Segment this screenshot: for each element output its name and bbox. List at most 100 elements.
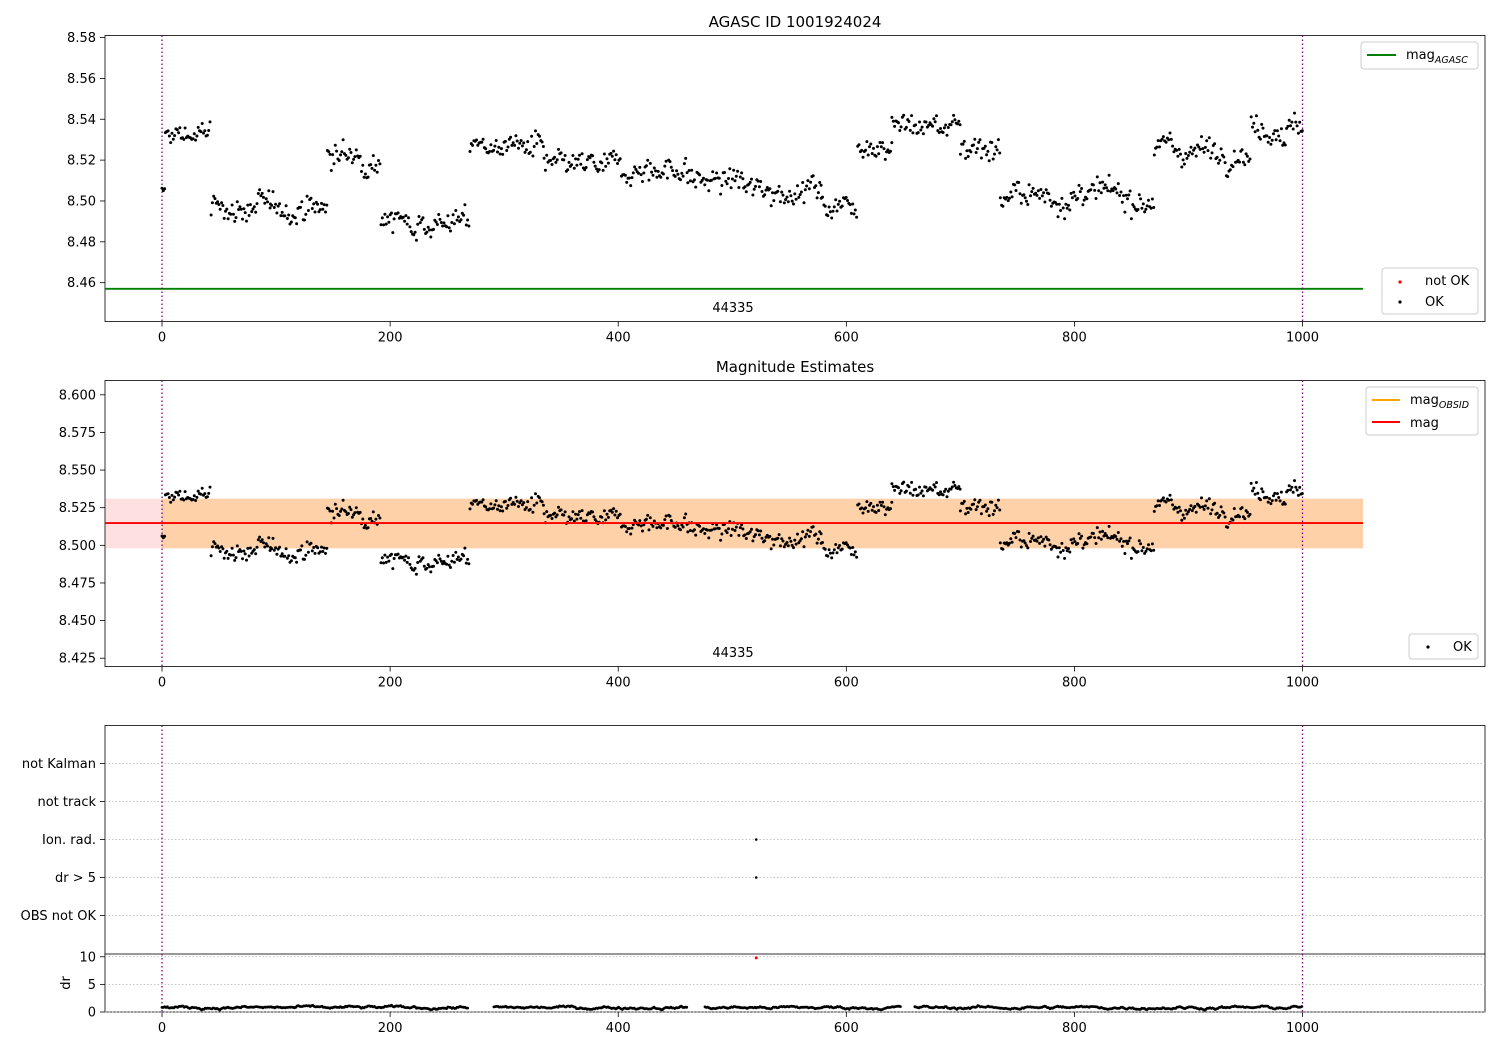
mag-ok-point — [806, 179, 810, 183]
mag-ok-point — [816, 191, 820, 195]
mag-estimate-point — [542, 512, 546, 516]
mag-ok-point — [224, 209, 227, 213]
mag-estimate-point — [341, 498, 345, 502]
mag-ok-point — [1218, 158, 1222, 162]
mag-estimate-point — [1027, 531, 1031, 535]
mag-estimate-point — [681, 525, 685, 529]
mag-estimate-point — [256, 538, 260, 542]
mag-ok-point — [511, 141, 515, 145]
legend-ok-marker — [1398, 300, 1402, 304]
mag-ok-point — [941, 131, 945, 134]
mag-estimate-point — [480, 500, 484, 504]
mag-ok-point — [166, 129, 170, 133]
mag-estimate-point — [229, 553, 233, 557]
mag-ok-point — [792, 202, 795, 206]
mag-ok-point — [1098, 181, 1102, 185]
mag-estimate-point — [1073, 540, 1077, 544]
mag-estimate-point — [210, 545, 214, 549]
panel3-category-rows: not Kalman not track Ion. rad. dr > 5 OBS no… — [21, 757, 1485, 924]
mag-estimate-point — [986, 507, 990, 511]
mag-ok-point — [1005, 195, 1009, 199]
mag-ok-point — [849, 211, 853, 215]
mag-ok-point — [1155, 145, 1159, 149]
mag-ok-point — [1061, 206, 1065, 210]
mag-estimate-point — [545, 510, 549, 514]
mag-estimate-point — [1268, 497, 1272, 501]
y-tick-label: 8.600 — [59, 388, 96, 403]
mag-ok-point — [488, 150, 492, 153]
mag-estimate-point — [354, 506, 358, 510]
mag-estimate-point — [623, 525, 627, 528]
mag-ok-point — [604, 164, 608, 168]
mag-ok-point — [401, 215, 405, 219]
mag-estimate-point — [217, 546, 221, 550]
mag-estimate-point — [612, 507, 616, 511]
mag-estimate-point — [584, 519, 588, 523]
mag-ok-point — [239, 207, 243, 211]
category-label: not track — [37, 795, 96, 810]
mag-ok-point — [743, 185, 747, 189]
mag-ok-point — [828, 210, 832, 214]
mag-estimate-point — [946, 489, 950, 493]
mag-ok-point — [656, 169, 660, 173]
mag-ok-point — [1222, 155, 1226, 159]
mag-ok-point — [237, 208, 241, 211]
mag-ok-point — [489, 143, 493, 147]
mag-ok-point — [1260, 122, 1264, 126]
mag-estimate-point — [1029, 540, 1032, 543]
mag-ok-point — [588, 156, 592, 160]
mag-ok-point — [1022, 193, 1026, 197]
mag-estimate-point — [877, 509, 881, 512]
x-tick-label: 0 — [158, 1021, 166, 1036]
panel2-legend-points-box — [1408, 633, 1479, 660]
mag-estimate-point — [1279, 490, 1283, 494]
mag-estimate-point — [809, 530, 813, 534]
mag-estimate-point — [1030, 536, 1034, 540]
mag-ok-point — [262, 195, 265, 199]
mag-estimate-point — [579, 516, 583, 520]
mag-estimate-point — [760, 536, 764, 540]
mag-estimate-point — [289, 559, 293, 563]
mag-ok-point — [332, 162, 336, 166]
mag-ok-point — [1258, 137, 1262, 141]
mag-estimate-point — [1155, 504, 1159, 508]
mag-estimate-point — [501, 509, 505, 513]
mag-ok-point — [476, 143, 480, 147]
mag-ok-point — [416, 222, 420, 226]
mag-ok-point — [531, 154, 535, 158]
mag-estimate-point — [455, 557, 459, 561]
mag-estimate-point — [1209, 512, 1213, 516]
mag-estimate-point — [792, 546, 795, 550]
mag-ok-point — [680, 171, 684, 175]
mag-ok-point — [738, 175, 742, 179]
mag-ok-point — [1013, 183, 1017, 187]
mag-ok-point — [756, 179, 760, 183]
mag-ok-point — [432, 227, 435, 231]
mag-estimate-point — [1248, 512, 1252, 516]
mag-ok-point — [295, 222, 299, 226]
mag-estimate-point — [324, 551, 327, 555]
mag-estimate-point — [194, 499, 198, 502]
mag-ok-point — [630, 176, 634, 180]
mag-estimate-point — [610, 510, 614, 514]
mag-estimate-point — [945, 495, 949, 499]
mag-ok-point — [557, 147, 560, 151]
x-tick-label: 1000 — [1286, 676, 1319, 691]
mag-estimate-point — [522, 501, 526, 505]
mag-ok-point — [1289, 124, 1292, 128]
mag-estimate-point — [743, 533, 747, 537]
mag-ok-point — [177, 131, 181, 135]
mag-ok-point — [1101, 180, 1105, 184]
mag-ok-point — [1077, 183, 1081, 187]
mag-estimate-point — [698, 524, 702, 528]
mag-ok-point — [853, 208, 857, 212]
mag-estimate-point — [902, 480, 906, 484]
mag-ok-point — [1205, 139, 1209, 143]
mag-estimate-point — [1269, 502, 1273, 506]
mag-ok-point — [498, 152, 502, 156]
mag-ok-point — [1136, 208, 1140, 211]
mag-ok-point — [541, 145, 545, 148]
mag-estimate-point — [386, 555, 390, 559]
mag-estimate-point — [849, 553, 853, 556]
mag-ok-point — [629, 184, 633, 188]
